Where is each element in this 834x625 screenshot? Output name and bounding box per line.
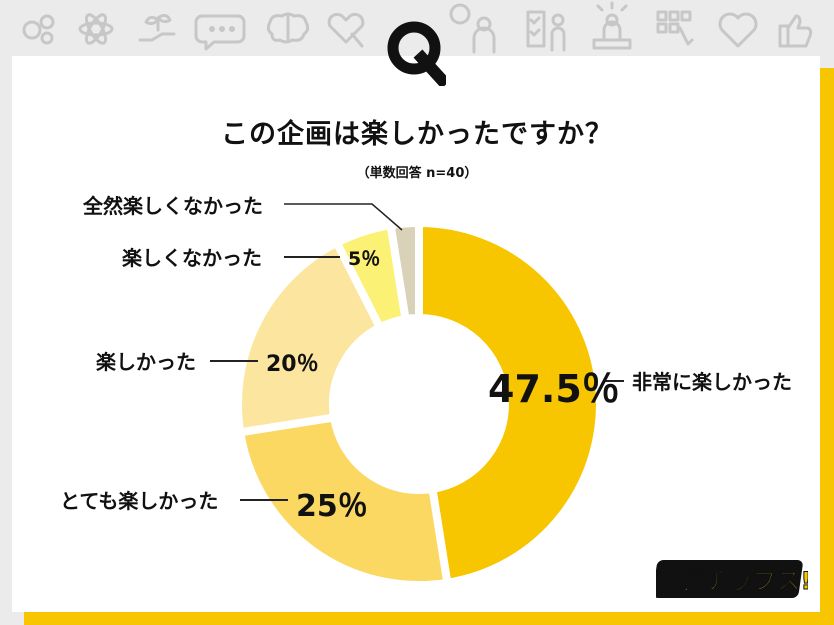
- slice-fun: [234, 237, 386, 437]
- value-label-not-fun: 5％: [348, 248, 381, 270]
- leader-line-not-fun: [284, 256, 340, 258]
- plant-hand-icon: [138, 13, 176, 42]
- chart-subtitle: （単数回答 n=40）: [356, 166, 478, 181]
- value-label-fun: 20％: [266, 352, 319, 377]
- header-icon-strip: [22, 1, 813, 54]
- category-label-very-fun: 非常に楽しかった: [632, 370, 792, 394]
- leader-line-fun: [210, 360, 258, 362]
- heart-hand-icon: [327, 12, 365, 48]
- category-label-not-fun: 楽しくなかった: [122, 246, 262, 270]
- category-label-not-fun-at-all: 全然楽しくなかった: [83, 194, 263, 218]
- category-label-fun: 楽しかった: [96, 350, 196, 374]
- value-label-very-fun: 47.5％: [488, 367, 620, 411]
- slice-very-fun: [415, 218, 604, 588]
- leader-line-quite-fun: [240, 499, 288, 501]
- question-person-icon: [449, 3, 496, 54]
- category-label-quite-fun: とても楽しかった: [60, 489, 219, 513]
- brand-logo: 社長チップス!: [656, 560, 808, 598]
- chat-bubble-icon: [194, 14, 246, 51]
- q-letter-icon: Q: [387, 21, 446, 86]
- grid-touch-icon: [656, 10, 694, 46]
- value-label-quite-fun: 25％: [296, 489, 368, 524]
- heart-outline-icon: [718, 12, 758, 48]
- award-person-icon: [592, 1, 632, 50]
- thumbs-up-icon: [778, 14, 813, 48]
- slice-quite-fun: [235, 412, 452, 589]
- brain-icon: [266, 12, 310, 44]
- atom-icon: [78, 13, 114, 45]
- brand-logo-text: 社長チップス!: [657, 567, 808, 595]
- chart-title: この企画は楽しかったですか？: [221, 119, 613, 150]
- gears-icon: [22, 14, 55, 45]
- leader-line-very-fun: [604, 380, 624, 382]
- checklist-person-icon: [526, 10, 566, 52]
